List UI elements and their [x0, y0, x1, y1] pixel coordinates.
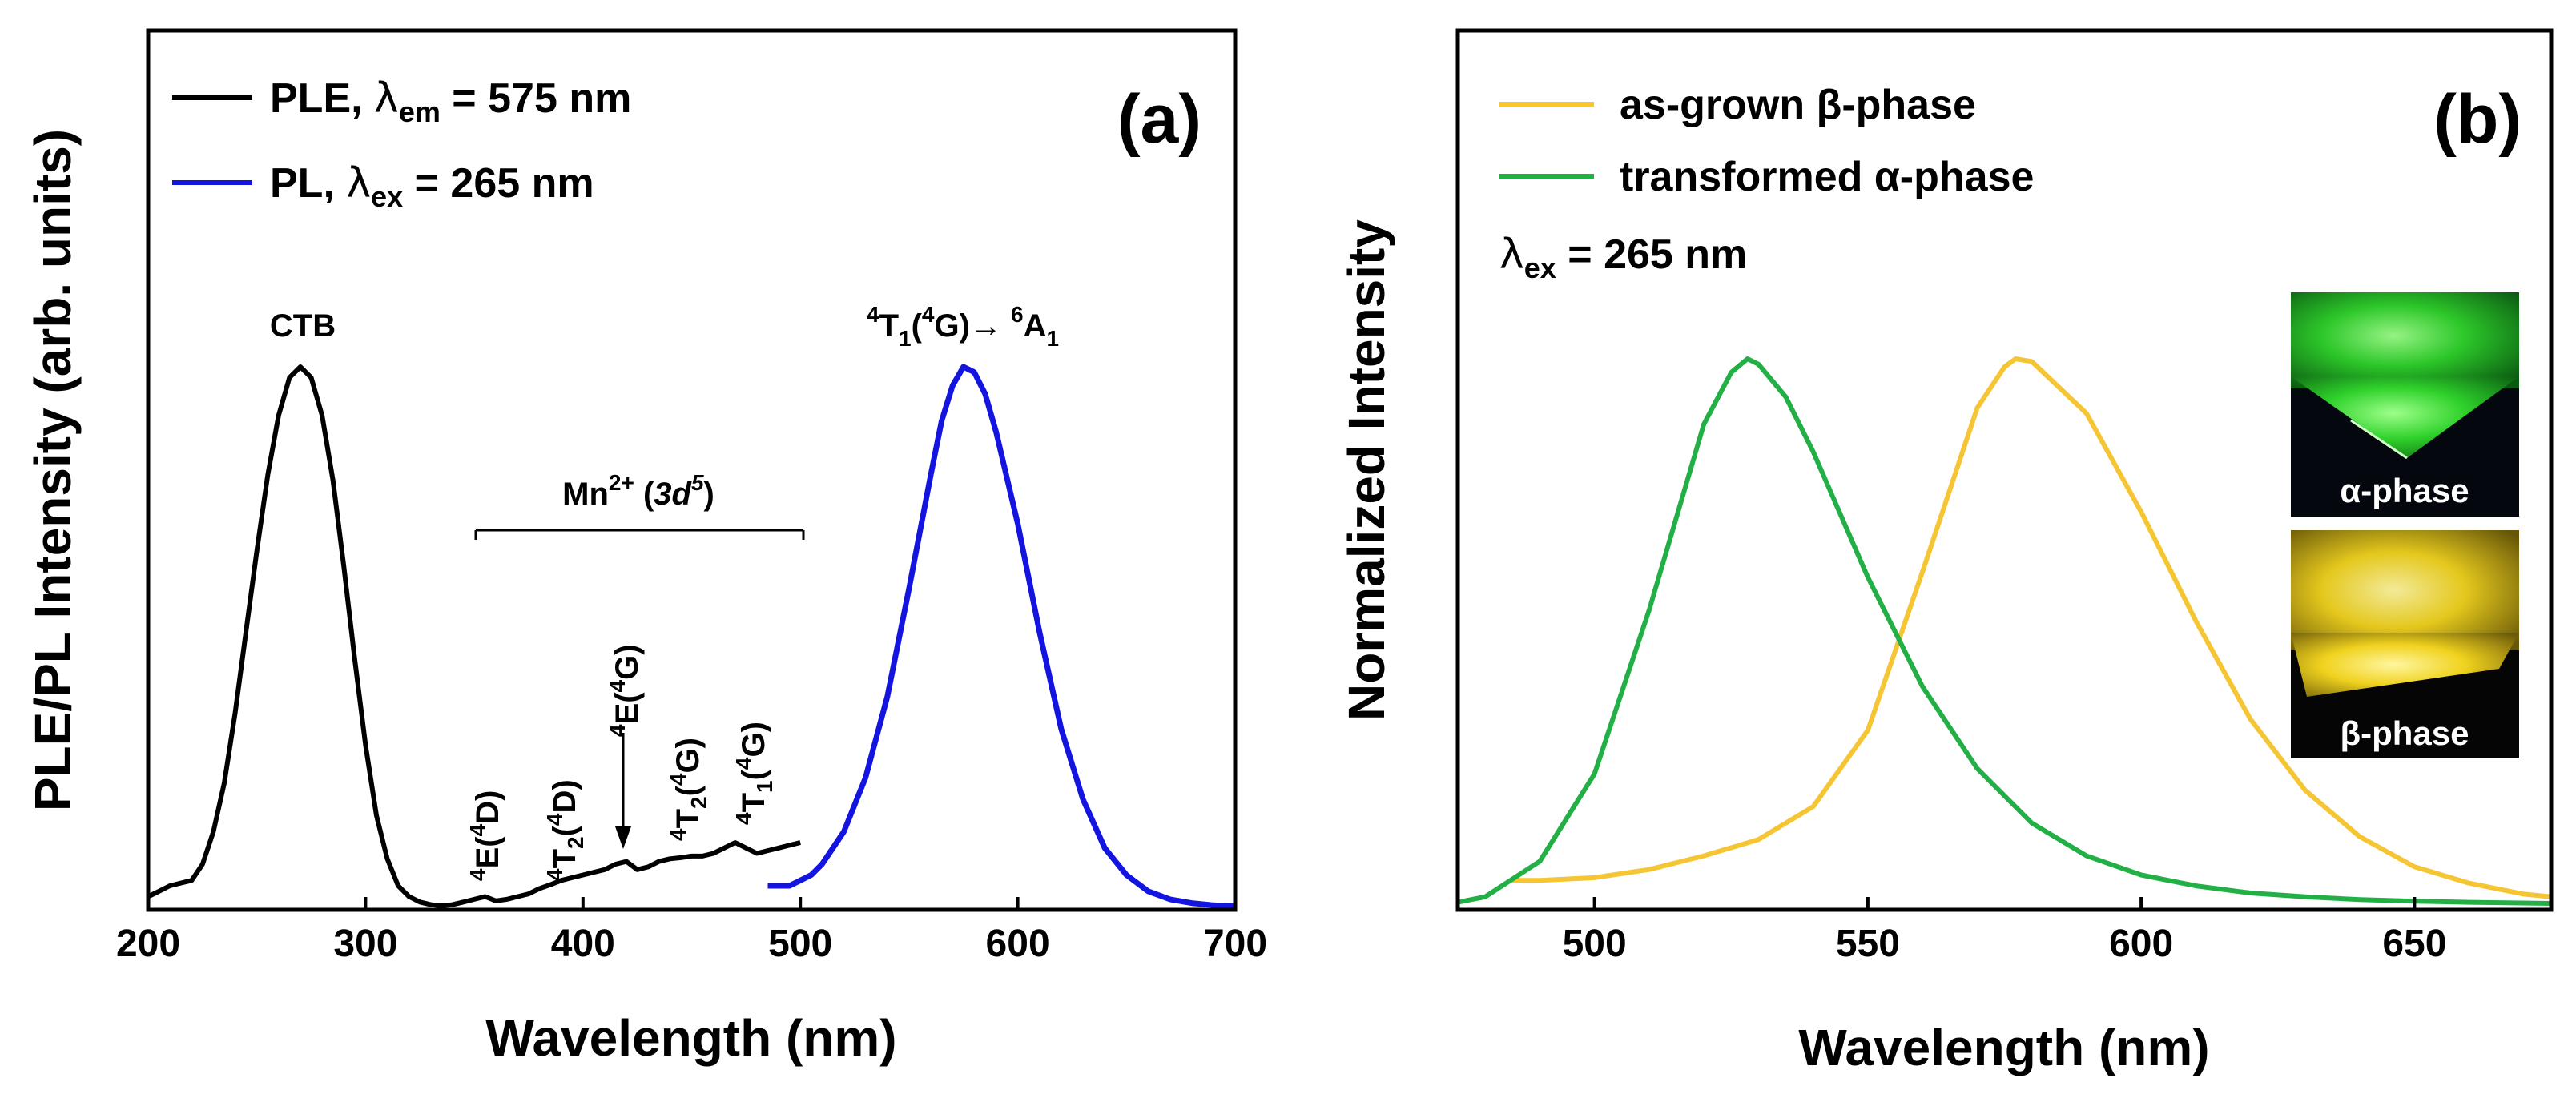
ctb-annotation: CTB: [270, 308, 336, 344]
panel-a-label: (a): [1117, 81, 1201, 158]
pl-transition-annotation: 4T1(4G)→ 6A1: [867, 302, 1059, 351]
alpha-photo-label: α-phase: [2340, 472, 2469, 509]
panel-b-legend: as-grown β-phase transformed α-phase λex…: [1499, 82, 2034, 284]
panel-a-frame: [146, 28, 1238, 912]
panel-b-frame: [1455, 28, 2554, 912]
beta-crystal: [2291, 633, 2519, 697]
x-tick-label: 700: [1203, 923, 1267, 965]
panel-b-x-ticks: 500 550 600 650: [1563, 897, 2446, 965]
level-label-4e-4d: 4E(4D): [465, 790, 505, 881]
panel-b: 500 550 600 650 Wavelength (nm) Normalized …: [1338, 28, 2554, 1076]
alpha-crystal: [2291, 376, 2519, 458]
x-tick-label: 200: [116, 923, 180, 965]
level-labels: 4E(4D) 4T2(4D) 4E(4G) 4T2(4G) 4T1(4G): [465, 644, 777, 881]
panel-b-x-axis-title: Wavelength (nm): [1798, 1019, 2209, 1076]
x-tick-label: 400: [551, 923, 615, 965]
level-label-4t2-4d: 4T2(4D): [542, 779, 588, 881]
beta-photo-label: β-phase: [2340, 714, 2469, 752]
legend-label-beta: as-grown β-phase: [1620, 82, 1976, 128]
level-label-4t1-4g: 4T1(4G): [731, 722, 777, 825]
mn-bracket-label: Mn2+ (3d5): [562, 470, 714, 512]
inset-photo-beta: β-phase: [2291, 530, 2519, 758]
level-label-4t2-4g: 4T2(4G): [666, 738, 711, 841]
x-tick-label: 500: [768, 923, 832, 965]
panel-a-plot: [148, 364, 1235, 910]
alpha-phase-series-line: [1458, 356, 2551, 906]
x-tick-label: 550: [1836, 923, 1900, 965]
panel-b-y-axis-title: Normalized Intensity: [1338, 219, 1395, 721]
x-tick-label: 600: [986, 923, 1050, 965]
legend-label-pl: PL, λex = 265 nm: [270, 159, 594, 213]
panel-a-x-axis-title: Wavelength (nm): [485, 1009, 896, 1067]
ple-series-line: [148, 364, 801, 908]
x-tick-label: 300: [333, 923, 397, 965]
pl-series-line: [767, 364, 1235, 910]
x-tick-label: 500: [1563, 923, 1627, 965]
panel-b-plot: [1458, 356, 2551, 906]
legend-label-ple: PLE, λem = 575 nm: [270, 74, 631, 128]
panel-a-y-axis-title: PLE/PL Intensity (arb. units): [24, 129, 82, 811]
panel-a-legend: PLE, λem = 575 nm PL, λex = 265 nm: [172, 74, 631, 213]
legend-label-alpha: transformed α-phase: [1620, 154, 2034, 200]
x-tick-label: 600: [2109, 923, 2173, 965]
panel-a: 200 300 400 500 600 700 Wavelength (nm) PLE/P…: [24, 28, 1267, 1067]
inset-photo-alpha: α-phase: [2291, 292, 2519, 517]
level-label-4e-4g: 4E(4G): [605, 644, 645, 737]
beta-phase-series-line: [1512, 356, 2551, 899]
x-tick-label: 650: [2382, 923, 2446, 965]
excitation-note: λex = 265 nm: [1499, 231, 1747, 284]
mn-bracket: Mn2+ (3d5): [474, 470, 805, 540]
panel-b-label: (b): [2433, 81, 2522, 158]
panel-a-x-ticks: 200 300 400 500 600 700: [116, 897, 1267, 965]
level-arrow: [615, 733, 631, 849]
